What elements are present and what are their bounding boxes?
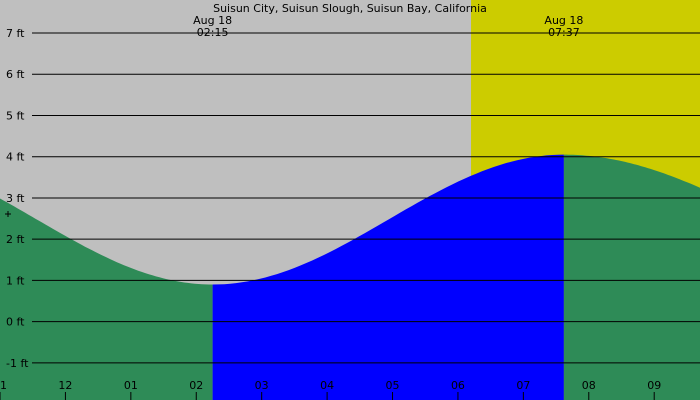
x-tick-label: 01 — [124, 379, 138, 392]
x-tick-label: 12 — [58, 379, 72, 392]
y-axis-labels: 7 ft 6 ft 5 ft 4 ft 3 ft 2 ft 1 ft 0 ft -1 ft — [6, 27, 29, 370]
falling-tide-area — [0, 198, 213, 400]
rising-tide-area — [212, 154, 564, 400]
x-tick-label: 11 — [0, 379, 7, 392]
y-tick-label: 4 ft — [6, 151, 25, 164]
y-tick-label: 7 ft — [6, 27, 25, 40]
x-tick-label: 05 — [386, 379, 400, 392]
y-tick-label: 0 ft — [6, 316, 25, 329]
y-tick-label: 2 ft — [6, 233, 25, 246]
plus-marker — [5, 211, 11, 217]
x-tick-label: 07 — [516, 379, 530, 392]
gridlines — [32, 32, 700, 364]
tide-areas — [0, 154, 700, 400]
extreme-time-label: 02:15 — [197, 26, 229, 39]
y-tick-label: 5 ft — [6, 109, 25, 122]
y-tick-label: 6 ft — [6, 68, 25, 81]
x-tick-label: 02 — [189, 379, 203, 392]
x-tick-label: 03 — [255, 379, 269, 392]
extreme-time-label: 07:37 — [548, 26, 580, 39]
falling-tide-area — [563, 154, 700, 400]
y-tick-label: -1 ft — [6, 357, 29, 370]
y-tick-label: 3 ft — [6, 192, 25, 205]
chart-title: Suisun City, Suisun Slough, Suisun Bay, … — [213, 2, 487, 15]
x-tick-label: 06 — [451, 379, 465, 392]
y-tick-label: 1 ft — [6, 274, 25, 287]
extreme-date-label: Aug 18 — [193, 14, 232, 27]
x-tick-label: 09 — [647, 379, 661, 392]
x-tick-label: 08 — [582, 379, 596, 392]
x-axis-labels: 111201020304050607080910 — [0, 379, 661, 400]
x-tick-label: 04 — [320, 379, 334, 392]
extreme-date-label: Aug 18 — [544, 14, 583, 27]
